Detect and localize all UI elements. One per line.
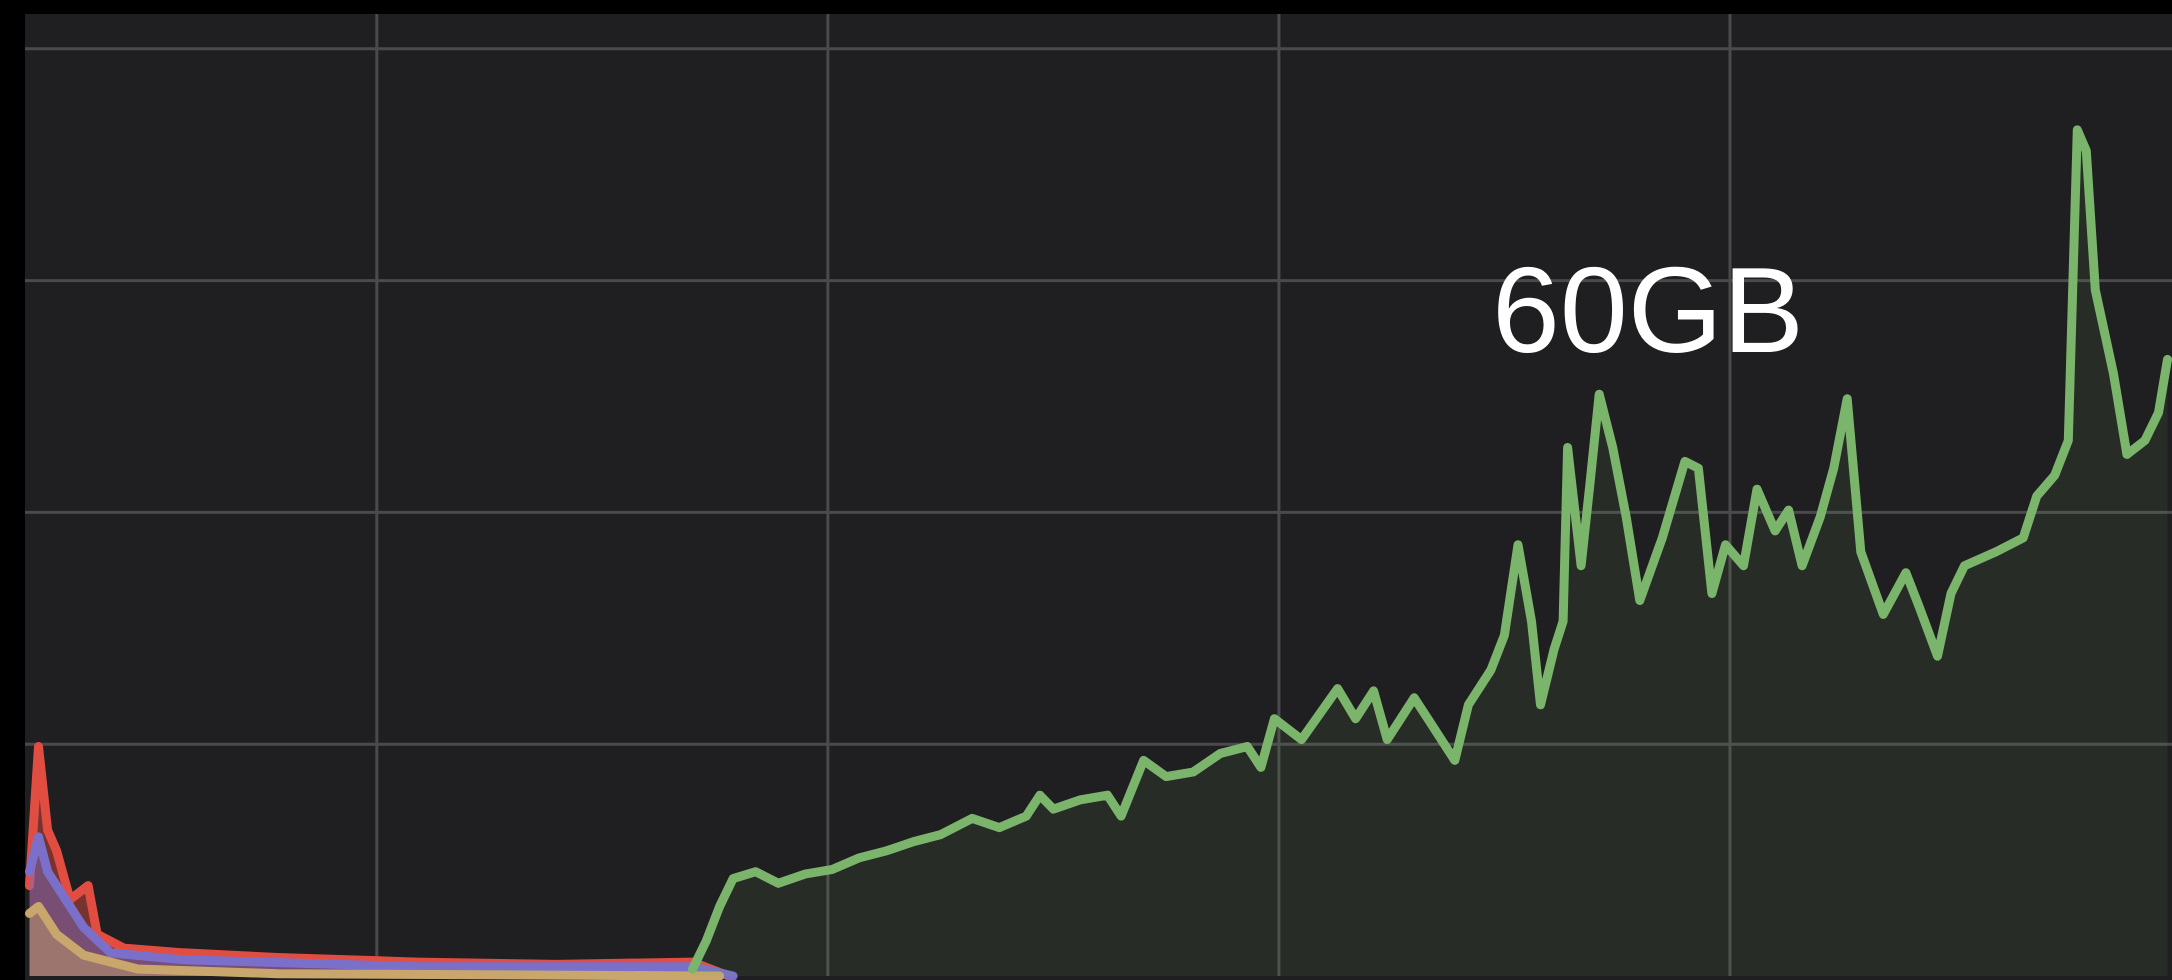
plot-background	[25, 14, 2172, 980]
grid	[25, 14, 2172, 976]
area-fill	[29, 906, 720, 976]
series-line	[25, 902, 725, 980]
area-fill	[692, 129, 2168, 976]
series-line	[688, 125, 2172, 974]
series-line	[25, 832, 738, 980]
series-group	[25, 125, 2172, 980]
annotation: 60GB	[1492, 242, 1804, 378]
area-fill	[29, 746, 729, 976]
